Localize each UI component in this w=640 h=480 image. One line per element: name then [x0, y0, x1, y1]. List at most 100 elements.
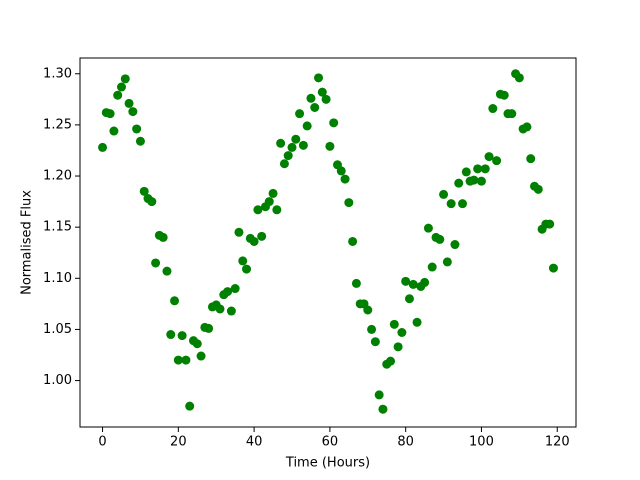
data-point	[268, 188, 278, 198]
data-point	[177, 331, 187, 341]
y-tick-label: 1.10	[43, 271, 72, 286]
data-point	[329, 118, 339, 128]
data-point	[423, 223, 433, 233]
data-point	[401, 276, 411, 286]
data-point	[325, 141, 335, 151]
data-point	[287, 142, 297, 152]
data-point	[317, 87, 327, 97]
data-point	[98, 142, 108, 152]
data-point	[276, 138, 286, 148]
data-point	[454, 178, 464, 188]
data-point	[279, 159, 289, 169]
data-point	[295, 109, 305, 119]
data-point	[306, 93, 316, 103]
data-point	[344, 198, 354, 208]
data-point	[166, 330, 176, 340]
x-tick-label: 40	[246, 435, 263, 450]
data-point	[120, 74, 130, 84]
data-point	[132, 124, 142, 134]
data-point	[492, 156, 502, 166]
data-point	[389, 319, 399, 329]
data-point	[476, 176, 486, 186]
data-point	[435, 234, 445, 244]
data-point	[484, 152, 494, 162]
data-point	[545, 219, 555, 229]
axes-frame	[79, 57, 577, 428]
data-point	[151, 258, 161, 268]
data-point	[230, 284, 240, 294]
y-axis-label: Normalised Flux	[20, 190, 35, 295]
x-tick-label: 120	[545, 435, 570, 450]
data-point	[488, 104, 498, 114]
data-point	[223, 287, 233, 297]
data-point	[386, 356, 396, 366]
data-point	[378, 404, 388, 414]
data-point	[363, 305, 373, 315]
data-point	[170, 296, 180, 306]
data-point	[283, 151, 293, 161]
data-point	[374, 390, 384, 400]
data-point	[124, 98, 134, 108]
data-point	[139, 186, 149, 196]
data-point	[272, 205, 282, 215]
data-point	[257, 231, 267, 241]
data-point	[514, 73, 524, 83]
data-point	[439, 189, 449, 199]
data-point	[427, 262, 437, 272]
data-point	[412, 317, 422, 327]
data-point	[204, 323, 214, 333]
data-point	[128, 107, 138, 117]
data-point	[336, 166, 346, 176]
data-point	[480, 164, 490, 174]
data-point	[105, 109, 115, 119]
data-point	[116, 82, 126, 92]
data-point	[420, 277, 430, 287]
data-point	[469, 175, 479, 185]
data-point	[473, 164, 483, 174]
y-tick-label: 1.30	[43, 66, 72, 81]
data-point	[450, 240, 460, 250]
data-point	[507, 109, 517, 119]
x-tick-label: 100	[469, 435, 494, 450]
data-point	[522, 122, 532, 132]
data-point	[351, 278, 361, 288]
data-point	[158, 232, 168, 242]
data-point	[185, 401, 195, 411]
data-point	[238, 256, 248, 266]
x-tick-label: 20	[170, 435, 187, 450]
x-tick-label: 0	[98, 435, 106, 450]
data-point	[321, 94, 331, 104]
data-point	[458, 199, 468, 209]
data-point	[397, 328, 407, 337]
data-point	[393, 342, 403, 352]
y-tick-label: 1.15	[43, 220, 72, 235]
data-point	[302, 121, 312, 131]
data-point	[173, 355, 183, 365]
x-tick-label: 80	[397, 435, 414, 450]
data-point	[367, 324, 377, 334]
data-point	[226, 306, 236, 316]
data-point	[446, 199, 456, 209]
data-point	[298, 140, 308, 150]
data-point	[162, 266, 172, 276]
data-point	[499, 90, 509, 100]
data-point	[253, 205, 263, 215]
data-point	[147, 197, 157, 207]
data-point	[291, 134, 301, 144]
data-point	[408, 279, 418, 289]
data-point	[135, 136, 145, 146]
data-point	[234, 227, 244, 237]
data-point	[533, 184, 543, 194]
data-point	[310, 103, 320, 112]
data-point	[181, 355, 191, 365]
y-tick-label: 1.25	[43, 117, 72, 132]
data-point	[526, 154, 536, 164]
data-point	[314, 73, 324, 83]
data-point	[109, 126, 119, 136]
data-point	[461, 167, 471, 177]
data-point	[442, 257, 452, 267]
data-point	[340, 174, 350, 184]
data-point	[370, 337, 380, 347]
y-tick-label: 1.00	[43, 373, 72, 388]
